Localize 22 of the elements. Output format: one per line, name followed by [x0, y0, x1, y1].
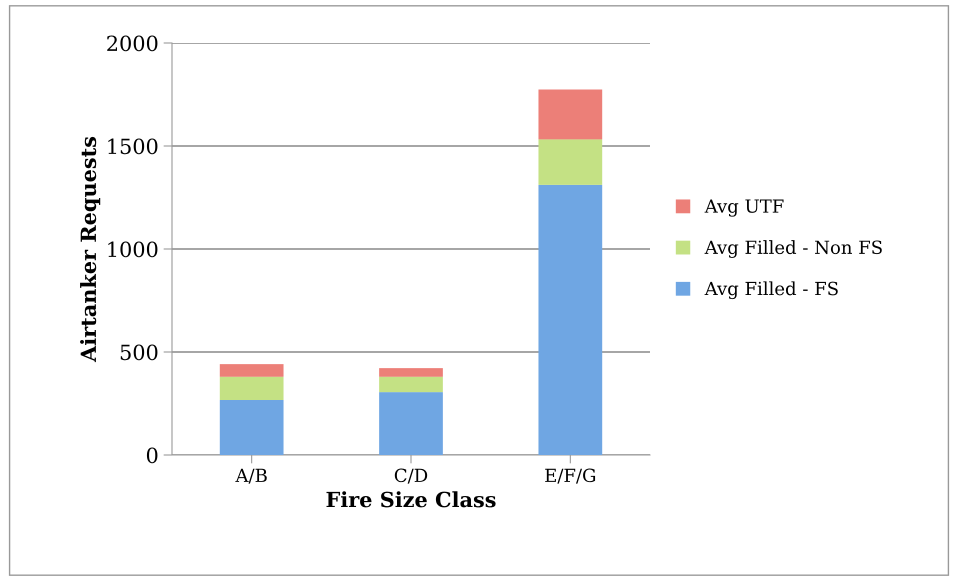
y-tick-label: 0 — [146, 447, 158, 464]
y-tick-label: 1500 — [108, 138, 158, 154]
legend-label: Avg Filled - Non FS — [704, 240, 882, 258]
bar — [220, 364, 284, 377]
x-tick-label: E/F/G — [545, 468, 596, 484]
y-tick-label: 500 — [120, 344, 158, 360]
x-axis-title: Fire Size Class — [326, 491, 496, 508]
bar — [538, 184, 602, 455]
bar — [379, 376, 443, 392]
legend-label: Avg Filled - FS — [704, 281, 838, 300]
y-axis-title: Airtanker Requests — [80, 136, 100, 362]
x-tick-label: C/D — [394, 468, 428, 484]
bar — [379, 392, 443, 455]
bar — [538, 139, 602, 185]
x-tick-label: A/B — [235, 468, 267, 484]
legend-label: Avg UTF — [704, 199, 784, 217]
bar — [220, 400, 284, 455]
bar — [538, 90, 602, 140]
y-tick-label: 2000 — [107, 35, 158, 52]
bar — [220, 376, 284, 400]
bar — [379, 368, 443, 377]
y-tick-label: 1000 — [108, 241, 158, 258]
